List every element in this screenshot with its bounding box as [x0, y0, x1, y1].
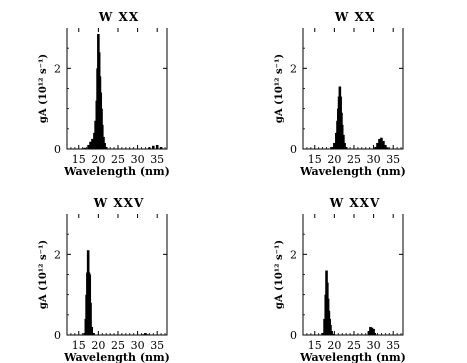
- x-axis-label: Wavelength (nm): [299, 165, 406, 178]
- x-tick-label: 25: [347, 339, 361, 352]
- axis-frame: [302, 214, 404, 336]
- x-tick-label: 35: [150, 153, 164, 166]
- y-axis-label: gA (10¹² s⁻¹): [274, 240, 285, 309]
- x-tick-label: 15: [72, 339, 86, 352]
- axis-frame: [302, 28, 404, 150]
- x-tick-label: 25: [111, 339, 125, 352]
- x-tick-label: 30: [367, 339, 381, 352]
- x-tick-label: 30: [131, 153, 145, 166]
- y-axis-label: gA (10¹² s⁻¹): [274, 54, 285, 123]
- x-tick-label: 20: [327, 339, 341, 352]
- x-tick-label: 35: [386, 153, 400, 166]
- x-tick-label: 35: [386, 339, 400, 352]
- y-tick-label: 2: [290, 248, 297, 261]
- y-tick-label: 2: [54, 62, 61, 75]
- axis-frame: [66, 28, 168, 150]
- y-tick-label: 0: [290, 143, 297, 156]
- x-tick-label: 20: [91, 153, 105, 166]
- x-tick-label: 35: [150, 339, 164, 352]
- y-tick-label: 2: [54, 248, 61, 261]
- x-tick-label: 15: [308, 153, 322, 166]
- x-tick-label: 15: [72, 153, 86, 166]
- x-tick-label: 25: [347, 153, 361, 166]
- chart-title: W XXV: [329, 196, 381, 210]
- x-tick-label: 20: [327, 153, 341, 166]
- chart-panel-3: W XXV 15 20 25 30 35 0 2 Wavelength (nm) gA (10¹²…: [38, 196, 170, 363]
- chart-panel-4: W XXV 15 20 25 30 35 0 2 Wavelength (nm) gA (10¹²…: [274, 196, 406, 363]
- y-axis-label: gA (10¹² s⁻¹): [38, 54, 49, 123]
- y-tick-label: 2: [290, 62, 297, 75]
- y-axis-label: gA (10¹² s⁻¹): [38, 240, 49, 309]
- x-tick-label: 30: [131, 339, 145, 352]
- chart-title: W XX: [98, 10, 139, 24]
- x-tick-label: 15: [308, 339, 322, 352]
- x-tick-label: 25: [111, 153, 125, 166]
- x-axis-label: Wavelength (nm): [299, 351, 406, 363]
- chart-title: W XX: [334, 10, 375, 24]
- x-axis-label: Wavelength (nm): [63, 165, 170, 178]
- x-tick-label: 30: [367, 153, 381, 166]
- axis-frame: [66, 214, 168, 336]
- chart-panel-1: W XX 15 20 25 30 35 0 2 Wavelength (nm) gA (10¹² …: [38, 10, 170, 178]
- x-tick-label: 20: [91, 339, 105, 352]
- y-tick-label: 0: [54, 329, 61, 342]
- chart-title: W XXV: [93, 196, 145, 210]
- chart-panel-2: W XX 15 20 25 30 35 0 2 Wavelength (nm) gA (10¹² …: [274, 10, 406, 178]
- x-axis-label: Wavelength (nm): [63, 351, 170, 363]
- y-tick-label: 0: [54, 143, 61, 156]
- y-tick-label: 0: [290, 329, 297, 342]
